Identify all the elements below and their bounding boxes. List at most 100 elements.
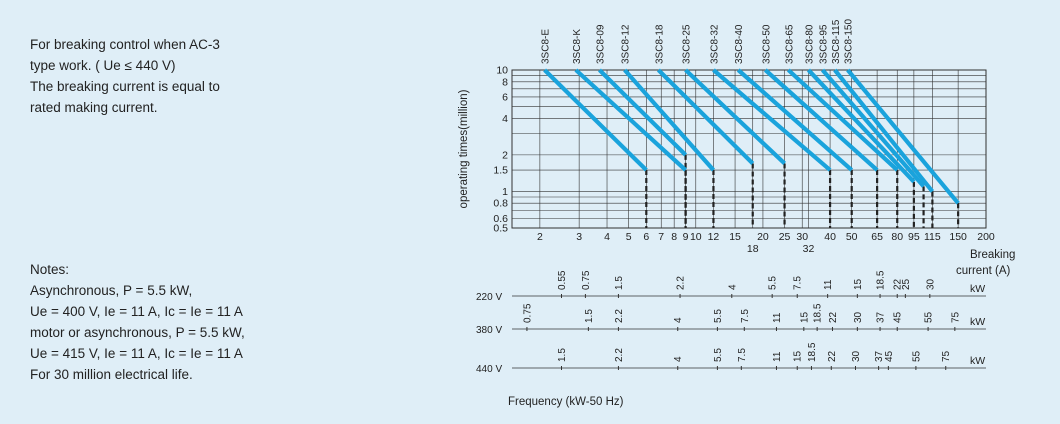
series-label: 3SC8-115 (831, 19, 842, 64)
x-tick-label: 30 (796, 231, 808, 243)
x-tick-label: 6 (643, 231, 649, 243)
series-line (543, 68, 648, 172)
series-line (597, 68, 688, 157)
power-scale-value: 0.75 (522, 303, 533, 323)
x-tick-label: 15 (729, 231, 741, 243)
power-scale-voltage: 220 V (476, 292, 502, 303)
series-line (656, 68, 755, 165)
notes-line: For 30 million electrical life. (30, 367, 193, 382)
series-label: 3SC8-65 (784, 24, 795, 64)
y-tick-label: 6 (502, 91, 508, 103)
intro-text: For breaking control when AC-3 type work… (30, 34, 220, 118)
y-tick-label: 1 (502, 186, 508, 198)
power-scale-value: 7.5 (793, 276, 804, 290)
x-tick-label: 2 (537, 231, 543, 243)
power-scale-value: 0.55 (557, 270, 568, 290)
series-label: 3SC8-12 (621, 24, 632, 64)
power-scale-unit: kW (970, 316, 985, 328)
x-tick-label: 12 (708, 231, 720, 243)
series-line (736, 68, 854, 172)
power-scale-value: 11 (772, 351, 783, 362)
y-tick-label: 4 (502, 113, 508, 125)
series-label: 3SC8-80 (804, 24, 815, 64)
series-label: 3SC8-25 (682, 24, 693, 64)
power-scale-value: 37 (876, 311, 887, 323)
series-line (786, 68, 899, 172)
x-tick-label: 65 (871, 231, 883, 243)
power-scale-value: 4 (673, 317, 684, 323)
x-tick-label: 8 (671, 231, 677, 243)
power-scale-value: 37 (874, 350, 885, 362)
x-tick-label: 9 (683, 231, 689, 243)
power-scale-value: 2.2 (614, 309, 625, 323)
y-tick-label: 8 (502, 76, 508, 88)
x-axis-label: Breaking (970, 249, 1015, 261)
x-tick-label: 200 (977, 231, 995, 243)
series-label: 3SC8-E (541, 29, 552, 64)
power-scale-value: 5.5 (713, 309, 724, 323)
x-axis-label: current (A) (956, 265, 1010, 277)
power-scale-value: 15 (793, 350, 804, 362)
power-scale-value: 1.5 (614, 276, 625, 290)
intro-line: For breaking control when AC-3 (30, 37, 220, 52)
power-scale-value: 2.2 (614, 348, 625, 362)
notes-text: Notes: Asynchronous, P = 5.5 kW, Ue = 40… (30, 259, 245, 385)
x-tick-label: 3 (576, 231, 582, 243)
power-scale-value: 30 (851, 350, 862, 362)
power-scale-value: 4 (673, 356, 684, 362)
y-tick-label: 0.5 (493, 223, 508, 235)
y-tick-label: 1.5 (493, 165, 508, 177)
x-tick-label: 50 (846, 231, 858, 243)
y-tick-label: 2 (502, 149, 508, 161)
series-label: 3SC8-95 (819, 24, 830, 64)
x-tick-label: 7 (658, 231, 664, 243)
power-scale-voltage: 440 V (476, 364, 502, 375)
power-scale-value: 5.5 (713, 348, 724, 362)
series-label: 3SC8-150 (844, 19, 855, 64)
series-label: 3SC8-40 (734, 24, 745, 64)
power-scale-value: 1.5 (584, 309, 595, 323)
series-line (623, 68, 716, 172)
x-tick-label: 32 (803, 243, 815, 255)
y-tick-label: 0.6 (493, 213, 508, 225)
notes-line: Ue = 415 V, Ie = 11 A, Ic = Ie = 11 A (30, 346, 243, 361)
power-scale-voltage: 380 V (476, 325, 502, 336)
power-scale-value: 2.2 (676, 276, 687, 290)
x-tick-label: 5 (626, 231, 632, 243)
x-tick-label: 115 (924, 231, 941, 243)
power-scale-value: 30 (853, 311, 864, 323)
y-axis-label: operating times(million) (458, 89, 470, 208)
power-scale-value: 4 (727, 284, 738, 290)
power-scale-value: 11 (823, 279, 834, 290)
power-scale-value: 18.5 (813, 303, 824, 323)
power-scale-value: 0.75 (581, 270, 592, 290)
power-scale-value: 18.5 (807, 342, 818, 362)
series-line (806, 68, 916, 184)
power-scale-value: 7.5 (737, 348, 748, 362)
power-scale-value: 15 (799, 311, 810, 323)
series-line (820, 68, 926, 188)
frequency-label: Frequency (kW-50 Hz) (508, 396, 624, 408)
series-line (574, 68, 687, 172)
y-tick-label: 10 (496, 65, 508, 77)
power-scale-unit: kW (970, 283, 985, 295)
x-tick-label: 150 (949, 231, 967, 243)
power-scale-value: 15 (853, 278, 864, 290)
power-scale-value: 55 (911, 350, 922, 362)
power-scale-value: 5.5 (768, 276, 779, 290)
intro-line: type work. ( Ue ≤ 440 V) (30, 58, 176, 73)
power-scale-value: 30 (925, 278, 936, 290)
series-line (763, 68, 879, 172)
notes-line: motor or asynchronous, P = 5.5 kW, (30, 325, 245, 340)
y-tick-label: 0.8 (493, 198, 508, 210)
power-scale-value: 45 (884, 350, 895, 362)
power-scale-value: 22 (827, 350, 838, 362)
power-scale-value: 22 (893, 278, 904, 290)
power-scale-value: 1.5 (557, 348, 568, 362)
series-label: 3SC8-18 (654, 24, 665, 64)
x-tick-label: 95 (908, 231, 920, 243)
power-scale-value: 45 (893, 311, 904, 323)
series-line (833, 68, 935, 193)
x-tick-label: 80 (891, 231, 903, 243)
